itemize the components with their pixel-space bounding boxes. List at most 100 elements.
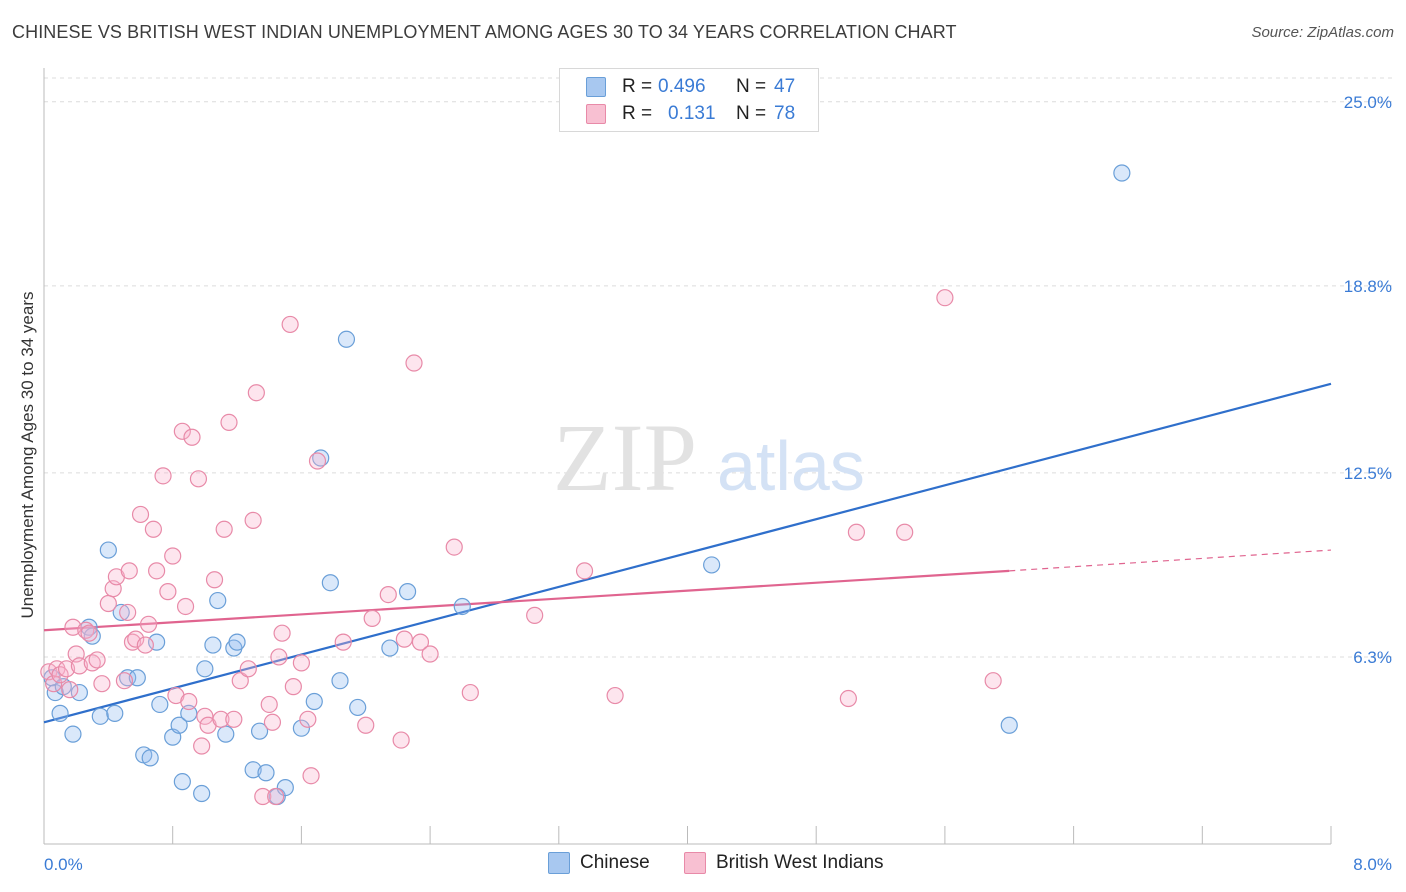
trend-line-chinese bbox=[43, 382, 1332, 724]
point-british-west-indians bbox=[267, 787, 285, 806]
point-chinese bbox=[292, 719, 310, 737]
point-chinese bbox=[148, 633, 166, 651]
point-british-west-indians bbox=[189, 470, 208, 488]
point-chinese bbox=[106, 704, 124, 722]
x-tick-label: 0.0% bbox=[44, 855, 83, 874]
legend-swatch-british-west-indians bbox=[586, 104, 606, 124]
point-british-west-indians bbox=[225, 710, 243, 728]
point-british-west-indians bbox=[292, 654, 310, 672]
point-chinese bbox=[250, 722, 269, 740]
point-chinese bbox=[453, 597, 471, 616]
point-british-west-indians bbox=[144, 520, 162, 538]
point-british-west-indians bbox=[260, 695, 278, 714]
point-chinese bbox=[703, 556, 721, 574]
point-british-west-indians bbox=[575, 562, 594, 580]
point-british-west-indians bbox=[357, 716, 375, 734]
point-british-west-indians bbox=[284, 678, 302, 696]
point-british-west-indians bbox=[61, 681, 79, 699]
series-label-british-west-indians: British West Indians bbox=[716, 852, 884, 873]
point-british-west-indians bbox=[215, 520, 233, 538]
point-chinese bbox=[119, 669, 137, 687]
point-chinese bbox=[180, 704, 198, 722]
series-legend-chinese: Chinese bbox=[548, 852, 650, 874]
point-british-west-indians bbox=[196, 707, 214, 725]
watermark-atlas: atlas bbox=[717, 427, 865, 505]
point-british-west-indians bbox=[606, 686, 624, 705]
point-british-west-indians bbox=[127, 630, 145, 648]
series-swatch-chinese bbox=[548, 852, 570, 874]
point-chinese bbox=[51, 704, 69, 722]
point-british-west-indians bbox=[239, 660, 257, 678]
point-british-west-indians bbox=[273, 624, 291, 642]
point-chinese bbox=[244, 761, 262, 779]
point-chinese bbox=[209, 591, 227, 610]
correlation-legend: R = 0.496 N = 47 R = 0.131 N = 78 bbox=[559, 68, 819, 132]
point-british-west-indians bbox=[164, 547, 182, 565]
point-chinese bbox=[312, 449, 330, 467]
point-chinese bbox=[151, 695, 169, 714]
point-british-west-indians bbox=[120, 562, 138, 580]
point-british-west-indians bbox=[136, 636, 154, 654]
point-chinese bbox=[305, 692, 323, 711]
point-british-west-indians bbox=[51, 666, 69, 684]
point-chinese bbox=[173, 773, 191, 791]
point-chinese bbox=[337, 330, 356, 348]
x-tick-label: 8.0% bbox=[1353, 855, 1392, 874]
point-chinese bbox=[381, 639, 399, 657]
axes bbox=[43, 68, 1332, 845]
point-british-west-indians bbox=[445, 538, 463, 556]
point-british-west-indians bbox=[334, 633, 352, 651]
point-british-west-indians bbox=[263, 713, 282, 731]
point-british-west-indians bbox=[212, 710, 230, 728]
point-chinese bbox=[228, 633, 246, 651]
point-british-west-indians bbox=[936, 289, 954, 307]
point-british-west-indians bbox=[93, 675, 111, 693]
watermark-zip: ZIP bbox=[553, 404, 697, 511]
point-british-west-indians bbox=[379, 586, 397, 604]
point-chinese bbox=[321, 574, 339, 592]
data-points bbox=[40, 164, 1131, 806]
point-chinese bbox=[398, 583, 417, 601]
point-chinese bbox=[64, 725, 82, 743]
point-british-west-indians bbox=[180, 692, 198, 711]
point-british-west-indians bbox=[57, 660, 76, 678]
point-british-west-indians bbox=[984, 672, 1002, 690]
point-chinese bbox=[1113, 164, 1131, 182]
y-tick-label: 12.5% bbox=[1344, 464, 1392, 483]
point-chinese bbox=[112, 603, 130, 622]
point-british-west-indians bbox=[205, 571, 224, 589]
legend-r-label: R = bbox=[622, 76, 653, 97]
point-chinese bbox=[193, 784, 211, 803]
point-british-west-indians bbox=[363, 609, 381, 627]
point-british-west-indians bbox=[83, 654, 101, 672]
point-british-west-indians bbox=[270, 648, 288, 666]
legend-n-label: N = bbox=[736, 76, 767, 97]
point-british-west-indians bbox=[183, 428, 201, 446]
point-british-west-indians bbox=[193, 737, 211, 755]
series-legend: Chinese British West Indians bbox=[0, 852, 1406, 878]
point-chinese bbox=[196, 660, 214, 678]
point-british-west-indians bbox=[148, 562, 166, 580]
series-label-chinese: Chinese bbox=[580, 852, 650, 873]
point-chinese bbox=[170, 716, 188, 734]
point-british-west-indians bbox=[281, 315, 299, 334]
legend-r-value: 0.496 bbox=[658, 76, 706, 97]
point-british-west-indians bbox=[302, 767, 320, 785]
point-british-west-indians bbox=[244, 511, 262, 529]
series-swatch-british-west-indians bbox=[684, 852, 706, 874]
point-british-west-indians bbox=[80, 624, 98, 642]
point-british-west-indians bbox=[299, 710, 317, 728]
watermark: ZIP atlas bbox=[553, 404, 865, 511]
point-british-west-indians bbox=[159, 583, 177, 601]
point-british-west-indians bbox=[526, 606, 544, 624]
legend-n-value: 78 bbox=[774, 103, 796, 124]
point-british-west-indians bbox=[70, 657, 88, 675]
point-british-west-indians bbox=[231, 672, 249, 690]
y-tick-label: 18.8% bbox=[1344, 277, 1392, 296]
point-chinese bbox=[141, 749, 159, 767]
point-british-west-indians bbox=[64, 618, 82, 636]
point-british-west-indians bbox=[119, 603, 137, 622]
point-british-west-indians bbox=[131, 505, 150, 524]
legend-r-label: R = bbox=[622, 103, 653, 124]
